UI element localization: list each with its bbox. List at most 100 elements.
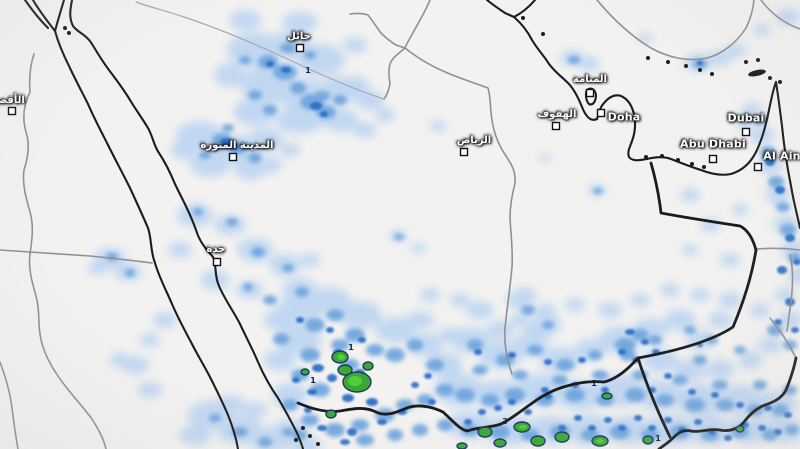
- city-marker: [551, 121, 561, 131]
- rain-cell: [494, 405, 502, 411]
- rain-cell: [317, 425, 327, 431]
- map-line: [31, 0, 57, 33]
- rain-cell: [88, 261, 108, 275]
- rain-cell: [358, 337, 366, 343]
- contour-value: 1: [348, 343, 354, 352]
- island-dot: [646, 56, 650, 60]
- rain-cell: [281, 67, 291, 73]
- rain-cell: [641, 339, 649, 345]
- rain-cell: [694, 419, 702, 425]
- island-dot: [690, 162, 694, 166]
- rain-cell: [625, 388, 645, 402]
- map-line: [23, 0, 50, 30]
- rain-cell: [754, 24, 770, 36]
- rain-cell: [541, 387, 549, 393]
- rain-cell: [320, 111, 328, 117]
- rain-cell-intense: [601, 392, 613, 400]
- rain-cell: [424, 373, 432, 379]
- rain-cell: [724, 435, 732, 441]
- contour-value: 1: [310, 376, 316, 385]
- rain-cell: [406, 311, 434, 329]
- rain-cell: [618, 349, 626, 355]
- rain-cell: [331, 339, 349, 351]
- island-dot: [698, 68, 702, 72]
- rain-cell: [290, 82, 306, 94]
- city-marker: [596, 108, 606, 118]
- rain-cell: [544, 359, 552, 365]
- rain-cell: [510, 313, 530, 327]
- city-marker: [753, 162, 763, 172]
- rain-cell: [521, 305, 535, 315]
- rain-cell: [351, 419, 369, 431]
- rain-cell: [637, 33, 653, 43]
- rain-cell: [300, 253, 320, 267]
- rain-cell-peak: [337, 354, 345, 360]
- rain-cell: [601, 387, 609, 393]
- rain-cell: [307, 389, 317, 395]
- rain-cell: [258, 157, 282, 173]
- rain-cell: [708, 312, 732, 328]
- island-dot: [684, 64, 688, 68]
- rain-cell: [305, 318, 325, 332]
- rain-cell: [239, 56, 251, 64]
- rain-cell: [604, 417, 612, 423]
- rain-cell: [524, 409, 532, 415]
- rain-cell: [264, 309, 296, 331]
- rain-cell: [312, 364, 324, 372]
- rain-cell-intense: [362, 361, 374, 371]
- rain-cell: [282, 399, 298, 411]
- rain-cell: [233, 98, 277, 126]
- island-dot: [316, 442, 320, 446]
- rain-cell: [280, 43, 296, 53]
- rain-cell: [648, 335, 662, 345]
- map-line: [774, 80, 800, 230]
- rain-cell: [750, 303, 770, 317]
- rain-cell: [774, 429, 782, 435]
- rain-cell: [251, 247, 265, 257]
- rain-cell: [464, 419, 472, 425]
- island-dot: [308, 434, 312, 438]
- rain-cell: [258, 437, 272, 447]
- rain-cell: [411, 382, 419, 388]
- rain-cell: [618, 425, 626, 431]
- rain-cell: [340, 439, 350, 445]
- rain-cell: [276, 106, 324, 134]
- rain-cell: [736, 402, 744, 408]
- rain-cell: [774, 319, 782, 325]
- island-dot: [521, 16, 525, 20]
- rain-cell: [430, 120, 446, 132]
- rain-cell: [788, 266, 800, 284]
- map-line: [512, 15, 599, 121]
- rain-cell: [625, 329, 635, 335]
- contour-value: 1: [591, 379, 597, 388]
- rain-cell: [230, 144, 238, 150]
- rain-cell: [738, 351, 762, 369]
- rain-cell: [326, 309, 344, 321]
- rain-cell: [630, 293, 650, 307]
- map-line: [22, 53, 107, 449]
- rain-cell: [366, 344, 384, 356]
- rain-cell: [326, 327, 334, 333]
- rain-cell: [168, 242, 192, 258]
- rain-cell: [508, 399, 516, 405]
- rain-cell: [552, 375, 568, 385]
- rain-cell: [793, 259, 800, 265]
- map-line: [0, 361, 19, 449]
- rain-cell: [428, 399, 436, 405]
- rain-cell: [153, 312, 177, 328]
- rain-cell: [296, 317, 304, 323]
- rain-cell: [394, 234, 404, 240]
- island-dot: [644, 155, 648, 159]
- rain-cell: [505, 388, 525, 402]
- rain-cell: [513, 287, 537, 303]
- rain-cell: [656, 394, 674, 406]
- rain-cell: [664, 309, 696, 331]
- rain-cell: [310, 102, 322, 110]
- rain-cell: [512, 370, 528, 380]
- rain-cell: [243, 402, 267, 418]
- rain-cell-peak: [596, 439, 604, 443]
- rain-cell: [366, 398, 378, 406]
- rain-cell: [615, 338, 635, 352]
